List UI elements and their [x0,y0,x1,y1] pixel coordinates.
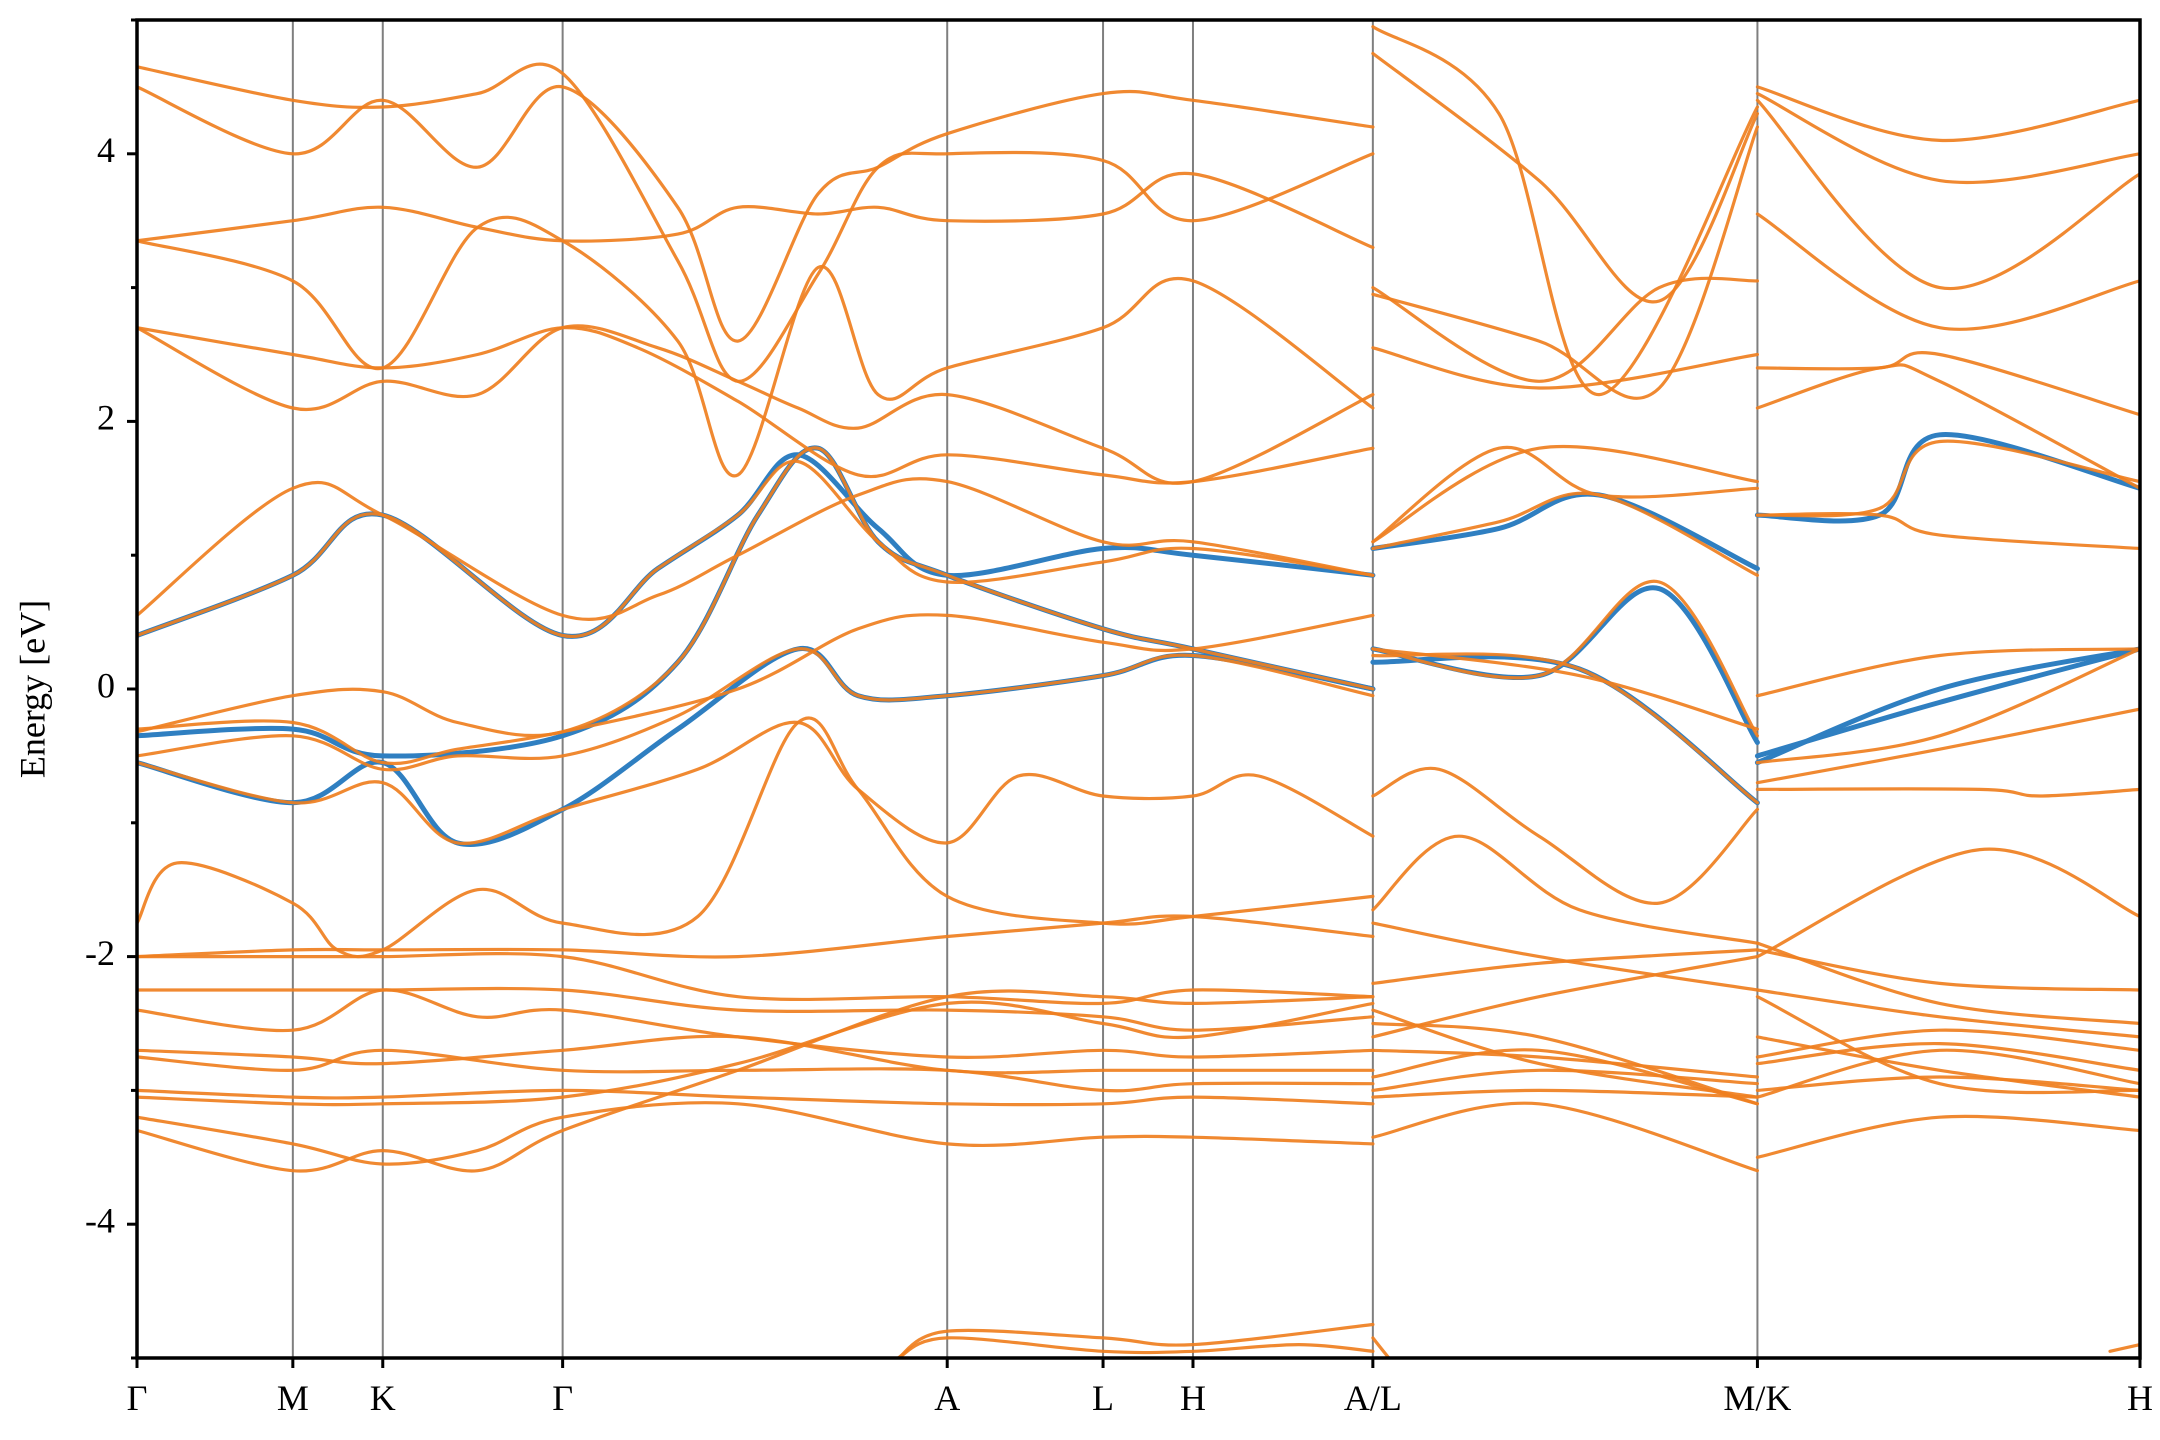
x-tick-label: A/L [1344,1378,1402,1418]
x-tick-label: K [370,1378,396,1418]
band-line [137,955,2140,1039]
band-line [137,1075,2140,1107]
band-line [137,324,2140,490]
band-line [137,446,2140,738]
y-axis-label: Energy [eV] [12,600,52,778]
x-tick-label: A [934,1378,960,1418]
high-symmetry-lines [291,20,1759,1358]
x-tick-label: L [1092,1378,1114,1418]
band-line [137,98,2140,400]
x-tick-label: M [277,1378,309,1418]
band-line [137,720,2140,905]
band-line [137,1101,2140,1173]
band-line [137,432,2140,639]
band-line [137,212,2140,478]
plot-frame [135,18,2142,1360]
band-line [137,51,2140,343]
band-line [137,326,2140,544]
y-tick-label: -2 [85,933,115,973]
band-line [137,1034,2140,1106]
band-line [2108,1343,2140,1353]
band-line [137,646,2140,847]
band-line [137,439,2140,621]
x-tick-label: M/K [1723,1378,1791,1418]
band-line [137,914,2140,992]
ticks-layer: Γ M K Γ A L H A/L M/K H -4 -2 0 2 4 [85,18,2153,1418]
band-line [137,941,2140,1026]
band-line [137,25,2140,397]
x-tick-label: H [1180,1378,1206,1418]
bands-layer [137,25,2140,1358]
band-line [137,459,2140,639]
y-tick-label: 0 [97,665,115,705]
y-tick-label: -4 [85,1200,115,1240]
x-tick-label: Γ [127,1378,148,1418]
y-tick-label: 2 [97,398,115,438]
band-line [137,988,2140,1099]
x-tick-label: Γ [552,1378,573,1418]
band-line [896,1336,1375,1358]
band-line [137,989,2140,1173]
band-line [137,1048,2140,1099]
x-tick-label: H [2127,1378,2153,1418]
band-line [137,647,2140,805]
band-series-1 [137,25,2140,1358]
y-tick-label: 4 [97,130,115,170]
